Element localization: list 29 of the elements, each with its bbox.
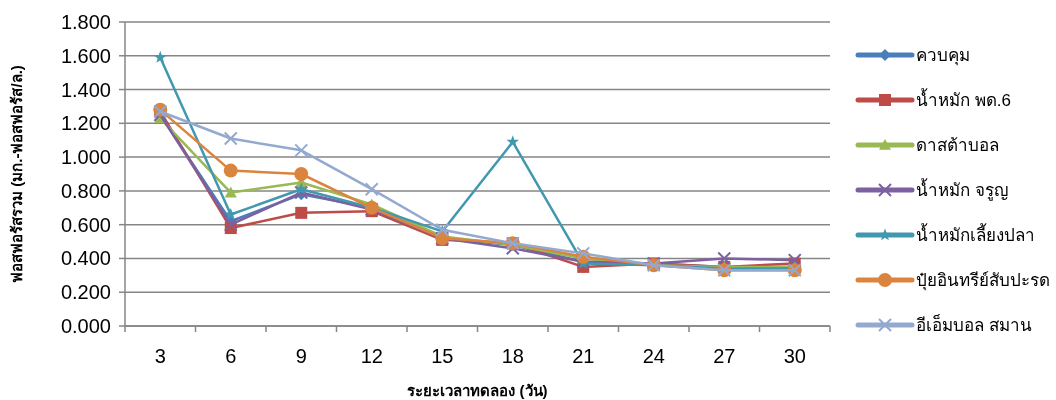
- y-tick-label: 1.000: [60, 146, 111, 169]
- x-tick-label: 9: [295, 345, 307, 367]
- y-tick-label: 0.800: [60, 179, 111, 202]
- y-tick-label: 1.600: [60, 44, 111, 67]
- y-tick-label: 1.800: [60, 11, 111, 33]
- legend-label: น้ำหมักเลี้ยงปลา: [916, 223, 1035, 245]
- y-tick-label: 1.400: [60, 78, 111, 101]
- x-tick-label: 21: [572, 345, 595, 367]
- x-tick-label: 6: [225, 345, 237, 367]
- x-tick-label: 30: [783, 345, 806, 367]
- legend-label: น้ำหมัก จรูญ: [916, 178, 1008, 201]
- x-axis-title: ระยะเวลาทดลอง (วัน): [407, 382, 548, 399]
- legend-label: ปุ๋ยอินทรีย์สับปะรด: [916, 271, 1050, 291]
- y-tick-label: 0.400: [60, 247, 111, 270]
- legend-label: ดาสต้าบอล: [916, 136, 999, 155]
- x-tick-label: 24: [642, 345, 665, 367]
- y-tick-label: 0.000: [60, 315, 111, 337]
- y-axis-title: ฟอสฟอรัสรวม (มก.-ฟอสฟอรัส/ล.): [8, 65, 25, 283]
- legend-label: ควบคุม: [916, 46, 970, 66]
- legend-label: น้ำหมัก พด.6: [916, 88, 1011, 110]
- x-tick-label: 27: [713, 345, 736, 367]
- x-tick-label: 12: [360, 345, 383, 367]
- y-tick-label: 0.200: [60, 281, 111, 304]
- x-tick-label: 15: [431, 345, 454, 367]
- x-tick-label: 18: [501, 345, 524, 367]
- legend-label: อีเอ็มบอล สมาน: [916, 314, 1032, 335]
- x-tick-label: 3: [154, 345, 166, 367]
- y-tick-label: 1.200: [60, 112, 111, 135]
- y-tick-label: 0.600: [60, 213, 111, 236]
